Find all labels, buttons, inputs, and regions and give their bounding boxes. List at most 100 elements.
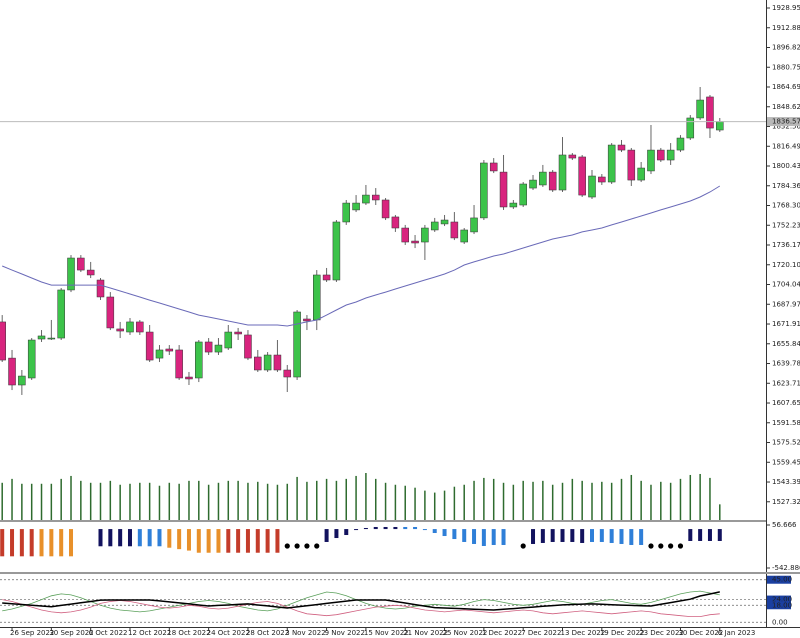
x-tick-label: 28 Oct 2022: [246, 629, 289, 637]
x-tick-label: 18 Oct 2022: [167, 629, 210, 637]
indicator-bar: [373, 526, 378, 530]
indicator-bar: [550, 529, 555, 542]
indicator-bar: [531, 529, 536, 544]
indicator-bar: [10, 529, 15, 557]
candle-body: [470, 217, 478, 233]
volume-bar: [709, 477, 711, 520]
volume-bar: [522, 480, 524, 520]
volume-bar: [483, 477, 485, 520]
indicator-bar: [19, 529, 24, 557]
indicator-line: [2, 591, 720, 611]
volume-bar: [620, 478, 623, 520]
indicator-bar: [599, 529, 604, 542]
candle-body: [450, 221, 459, 239]
candle-body: [371, 194, 380, 201]
candle-body: [322, 274, 331, 281]
indicator-dot: [520, 543, 526, 549]
level-label-box: [767, 595, 791, 604]
indicator-bar: [639, 529, 644, 545]
candle-body: [116, 328, 124, 332]
x-tick-label: 26 Sep 2022: [10, 629, 54, 637]
candle-body: [627, 149, 636, 181]
y-tick-label: 1864.690: [772, 83, 800, 91]
x-tick-label: 3 Nov 2022: [285, 629, 325, 637]
indicator-dot: [294, 543, 300, 549]
volume-bar: [689, 474, 692, 520]
indicator-bar: [501, 529, 506, 545]
y-tick-label: 1768.300: [772, 202, 800, 210]
volume-bar: [70, 475, 72, 520]
indicator-bar: [354, 529, 359, 531]
indicator-bar: [580, 529, 585, 543]
y-tick-label: 1912.885: [772, 24, 800, 32]
candle-body: [342, 202, 350, 223]
volume-bar: [286, 483, 289, 520]
indicator-bar: [698, 529, 703, 541]
y-tick-label: 1575.520: [772, 439, 800, 447]
y-tick-label: 1800.430: [772, 162, 800, 170]
indicator-bar: [245, 529, 250, 553]
volume-bar: [640, 480, 642, 520]
volume-bar: [660, 481, 662, 520]
y-tick-label: 1671.910: [772, 320, 800, 328]
x-tick-label: 23 Dec 2022: [639, 629, 684, 637]
indicator-bar: [226, 529, 231, 553]
indicator-bar: [403, 526, 408, 530]
volume-bar: [384, 482, 387, 520]
candle-body: [263, 354, 272, 371]
volume-bar: [502, 482, 505, 520]
volume-bar: [21, 483, 23, 520]
candle-body: [175, 349, 183, 379]
candle-body: [539, 171, 547, 186]
indicator-bar: [472, 529, 477, 544]
candle-body: [362, 194, 370, 204]
indicator-bar: [29, 529, 34, 557]
indicator-bar: [540, 529, 545, 543]
candle-body: [489, 162, 498, 172]
y-tick-label: -542.886: [772, 564, 800, 572]
candle-body: [145, 331, 154, 361]
candle-body: [401, 227, 409, 243]
candle-body: [0, 321, 6, 361]
indicator-bar: [157, 529, 162, 547]
volume-bar: [443, 490, 446, 520]
candle-body: [558, 154, 567, 191]
volume-bar: [247, 482, 249, 520]
candle-body: [224, 331, 233, 349]
indicator-bar: [619, 529, 624, 544]
volume-bar: [571, 478, 574, 520]
candle-body: [77, 257, 85, 271]
volume-bar: [345, 478, 347, 520]
indicator-bar: [393, 526, 398, 530]
volume-bar: [542, 480, 544, 520]
y-tick-label: 1591.585: [772, 419, 800, 427]
volume-bar: [394, 484, 397, 520]
indicator-bar: [422, 529, 427, 531]
candle-body: [381, 199, 390, 219]
volume-bar: [119, 484, 121, 520]
y-tick-label: 1639.780: [772, 360, 800, 368]
volume-bar: [699, 473, 701, 520]
x-tick-label: 9 Nov 2022: [325, 629, 365, 637]
indicator-bar: [275, 529, 280, 553]
indicator-bar: [265, 529, 270, 553]
indicator-dot: [304, 543, 310, 549]
candle-body: [283, 369, 292, 378]
candle-body: [637, 167, 645, 181]
last-price-box: [767, 117, 800, 127]
volume-bar: [168, 482, 171, 520]
indicator-bar: [69, 529, 74, 557]
indicator-bar: [147, 529, 152, 547]
candle-body: [195, 341, 203, 379]
candle-body: [460, 229, 468, 243]
level-label-box: [767, 575, 791, 584]
y-tick-label: 1655.845: [772, 340, 800, 348]
volume-bar: [473, 480, 475, 520]
candle-body: [165, 348, 174, 352]
candle-body: [578, 156, 586, 196]
y-tick-label: 24.00: [772, 596, 792, 604]
volume-bar: [424, 490, 426, 520]
volume-bar: [719, 504, 721, 520]
